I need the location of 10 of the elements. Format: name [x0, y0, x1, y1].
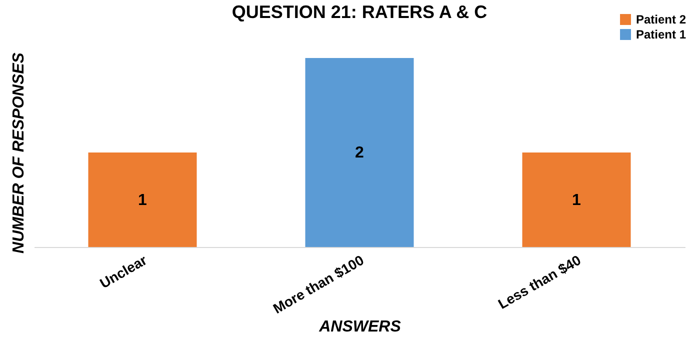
data-label: 2	[355, 144, 364, 162]
data-label: 1	[572, 192, 582, 209]
legend-label: Patient 2	[636, 12, 686, 26]
legend-label: Patient 1	[636, 28, 686, 42]
x-tick-label: More than $100	[270, 252, 367, 317]
data-label: 1	[138, 192, 148, 209]
chart-title: QUESTION 21: RATERS A & C	[232, 2, 488, 22]
y-axis-title: NUMBER OF RESPONSES	[10, 52, 28, 254]
x-tick-label: Less than $40	[495, 252, 584, 312]
x-axis-title: ANSWERS	[318, 318, 402, 336]
